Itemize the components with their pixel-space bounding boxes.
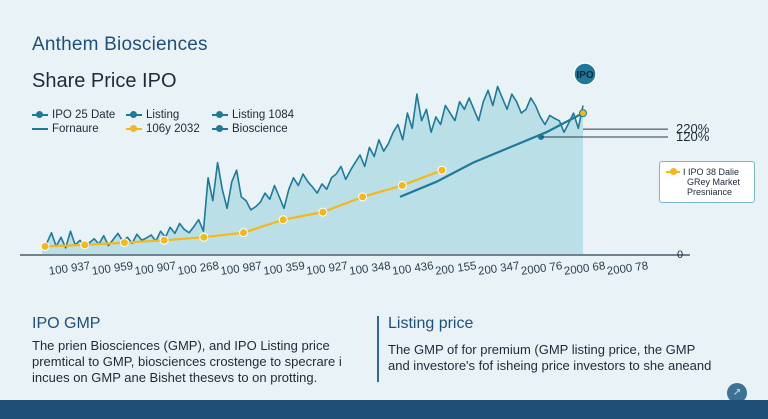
section-divider [377,316,379,382]
x-tick-label: 100 937 [48,260,91,278]
share-price-chart: 100 937 100 959 100 907 100 268 100 987 100 3… [20,62,710,278]
section-text-listing-price: The GMP of for premium (GMP listing pric… [388,342,711,374]
footer-band [0,400,768,419]
price-line [41,85,584,250]
text-line: The prien Biosciences (GMP), and IPO Lis… [32,338,330,353]
legend-label: Listing 1084 [232,109,295,121]
share-icon[interactable]: ↗ [727,383,747,403]
legend-label: Bioscience [232,123,288,135]
zero-label: 0 [677,249,683,261]
legend-swatch [126,111,142,118]
x-tick-label: 2000 78 [606,260,649,278]
price-area-fill [42,86,583,254]
trend-lines-layer [40,112,584,251]
text-line: incues on GMP ane Bishet thesevs to on p… [32,370,318,385]
legend-label: Listing [146,109,180,121]
ipo-trend-line [399,112,584,198]
listing-point [278,215,288,225]
legend-label: Fornaure [52,123,99,135]
callout-120: 120% [676,129,710,144]
price-area-layer [41,85,584,254]
legend-item: 106y 2032 [126,123,200,135]
legend-item: Bioscience [212,123,288,135]
x-tick-label: 100 959 [91,260,134,278]
section-text-ipo-gmp: The prien Biosciences (GMP), and IPO Lis… [32,338,342,386]
listing-point [318,207,328,217]
legend-swatch [212,111,228,118]
listing-point [397,180,407,190]
listing-point [199,232,209,242]
listing-point [159,235,169,245]
listing-point [358,192,368,202]
legend-swatch [32,111,48,118]
x-tick-label: 100 348 [349,260,392,278]
listing-point [40,241,50,251]
ipo-badge-label: IPO [576,70,593,81]
ipo-point [579,109,587,118]
legend-label: I IPO 38 Dalie [683,167,740,177]
legend-item: IPO 25 Date [32,109,115,121]
x-tick-label: 100 907 [134,260,177,278]
legend-item: Listing 1084 [212,109,294,121]
brand-title: Anthem Biosciences [32,34,208,55]
x-tick-label: 100 987 [220,260,263,278]
x-tick-label: 2000 76 [520,260,563,278]
chart-annotations: 220%120% IPO 0 [538,62,710,261]
legend-item: Listing [126,109,179,121]
legend-swatch [126,125,142,132]
listing-point [80,240,90,250]
legend-swatch [666,168,680,175]
legend-item: Fornaure [32,123,99,135]
x-tick-label: 2000 68 [563,260,606,278]
ipo-badge [573,62,597,86]
x-tick-label: 100 436 [392,260,435,278]
text-line: premtical to GMP, biosciences crostenge … [32,354,342,369]
x-tick-label: 100 268 [177,260,220,278]
legend-swatch [212,125,228,132]
listing-point [437,165,447,175]
x-tick-label: 100 359 [263,260,306,278]
section-title-ipo-gmp: IPO GMP [32,315,101,332]
x-tick-label: 200 155 [434,260,477,278]
legend-label: GRey Market [687,177,741,187]
x-tick-label: 100 927 [306,260,349,278]
x-axis-ticks: 100 937 100 959 100 907 100 268 100 987 100 3… [48,260,649,278]
listing-point [119,238,129,248]
grey-market-legend: I IPO 38 Dalie GRey Market Presniance [659,161,755,203]
legend-label: 106y 2032 [146,123,200,135]
legend-swatch [32,128,48,130]
callout-220: 220% [676,121,710,136]
chart-title: Share Price IPO [32,70,177,92]
legend-label: IPO 25 Date [52,109,116,121]
text-line: and investore's fof isheing price invest… [388,358,712,373]
text-line: The GMP of for premium (GMP listing pric… [388,342,696,357]
x-tick-label: 200 347 [477,260,520,278]
section-title-listing-price: Listing price [388,315,474,332]
listing-point [239,228,248,238]
legend-label: Presniance [687,187,733,197]
